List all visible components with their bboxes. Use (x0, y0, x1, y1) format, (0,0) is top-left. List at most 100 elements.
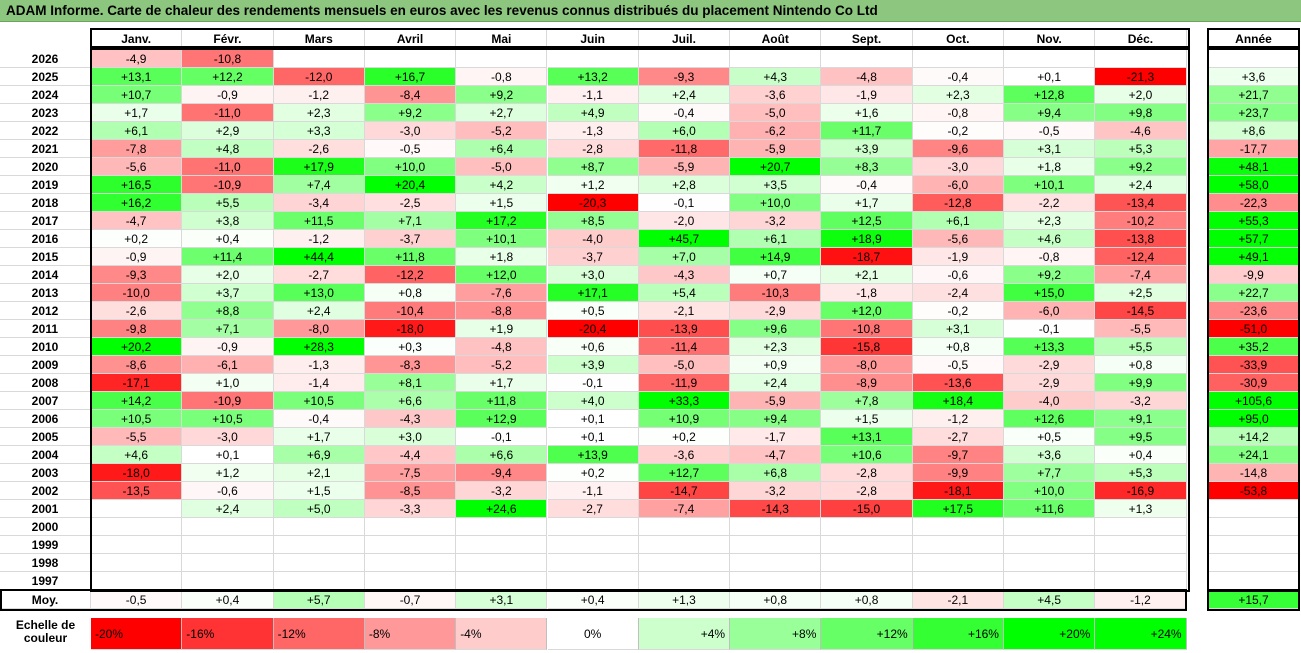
heatmap-cell: -2,2 (1004, 194, 1096, 212)
average-cell: +3,1 (456, 591, 548, 609)
heatmap-cell: +6,9 (273, 446, 365, 464)
heatmap-cell: -10,9 (182, 392, 274, 410)
heatmap-cell (1004, 536, 1096, 554)
average-cell: -2,1 (912, 591, 1004, 609)
heatmap-cell: -5,5 (91, 428, 183, 446)
heatmap-cell (821, 554, 913, 572)
heatmap-cell: -16,9 (1095, 482, 1187, 500)
year-label: 2022 (0, 122, 91, 140)
year-label: 1997 (0, 572, 91, 590)
heatmap-cell: +1,7 (821, 194, 913, 212)
heatmap-cell: +10,7 (91, 86, 183, 104)
heatmap-cell: -15,8 (821, 338, 913, 356)
heatmap-cell (638, 50, 731, 68)
year-label: 2011 (0, 320, 91, 338)
heatmap-cell: -9,7 (912, 446, 1004, 464)
heatmap-cell: +13,9 (547, 446, 639, 464)
heatmap-cell: +1,0 (182, 374, 274, 392)
heatmap-cell: +44,4 (273, 248, 365, 266)
heatmap-cell: +10,0 (364, 158, 457, 176)
heatmap-cell: -11,8 (638, 140, 731, 158)
heatmap-cell: +9,2 (1004, 266, 1096, 284)
year-label: 2005 (0, 428, 91, 446)
heatmap-cell: +2,4 (638, 86, 731, 104)
heatmap-cell: -2,7 (273, 266, 365, 284)
heatmap-cell (638, 572, 731, 590)
heatmap-cell: -2,8 (821, 464, 913, 482)
heatmap-cell: +0,3 (364, 338, 457, 356)
heatmap-cell (1004, 554, 1096, 572)
year-label: 1998 (0, 554, 91, 572)
heatmap-cell: -0,1 (1004, 320, 1096, 338)
heatmap-cell: -0,4 (273, 410, 365, 428)
heatmap-cell: +0,8 (364, 284, 457, 302)
heatmap-cell (91, 518, 183, 536)
annual-cell (1208, 500, 1300, 518)
heatmap-cell: +9,2 (456, 86, 548, 104)
year-label: 2004 (0, 446, 91, 464)
annual-cell: +35,2 (1208, 338, 1300, 356)
heatmap-cell: +8,8 (182, 302, 274, 320)
heatmap-cell: -3,2 (1095, 392, 1187, 410)
heatmap-cell: +2,3 (1004, 212, 1096, 230)
heatmap-cell: -1,8 (821, 284, 913, 302)
heatmap-cell: +6,6 (456, 446, 548, 464)
heatmap-cell: -5,6 (91, 158, 183, 176)
heatmap-cell: +3,1 (912, 320, 1004, 338)
heatmap-cell (91, 572, 183, 590)
heatmap-cell (182, 518, 274, 536)
heatmap-cell: +9,2 (364, 104, 457, 122)
heatmap-cell: +3,0 (364, 428, 457, 446)
heatmap-cell: +11,8 (456, 392, 548, 410)
heatmap-cell: +0,9 (730, 356, 822, 374)
annual-cell: -33,9 (1208, 356, 1300, 374)
heatmap-cell (912, 50, 1004, 68)
heatmap-cell: +2,0 (1095, 86, 1187, 104)
heatmap-cell (364, 572, 457, 590)
heatmap-cell (821, 536, 913, 554)
heatmap-cell: +11,4 (182, 248, 274, 266)
annual-cell: -30,9 (1208, 374, 1300, 392)
heatmap-cell (364, 536, 457, 554)
heatmap-cell: +0,5 (1004, 428, 1096, 446)
heatmap-cell (456, 518, 548, 536)
average-cell: +0,4 (547, 591, 639, 609)
heatmap-cell: -8,4 (364, 86, 457, 104)
heatmap-cell: -0,8 (912, 104, 1004, 122)
heatmap-cell (273, 554, 365, 572)
annual-cell: -17,7 (1208, 140, 1300, 158)
heatmap-cell: -14,5 (1095, 302, 1187, 320)
heatmap-cell: +14,2 (91, 392, 183, 410)
year-label: 2009 (0, 356, 91, 374)
heatmap-cell: +16,5 (91, 176, 183, 194)
heatmap-cell: +5,4 (638, 284, 731, 302)
year-label: 2008 (0, 374, 91, 392)
month-header: Mars (273, 30, 365, 48)
heatmap-cell: +9,9 (1095, 374, 1187, 392)
heatmap-cell (456, 50, 548, 68)
annual-cell: -23,6 (1208, 302, 1300, 320)
annual-cell: +57,7 (1208, 230, 1300, 248)
heatmap-cell: -2,6 (91, 302, 183, 320)
heatmap-cell: -13,4 (1095, 194, 1187, 212)
page-title: ADAM Informe. Carte de chaleur des rende… (0, 0, 1301, 22)
heatmap-cell: +20,4 (364, 176, 457, 194)
annual-cell (1208, 572, 1300, 590)
heatmap-cell: +11,7 (821, 122, 913, 140)
heatmap-cell: -3,4 (273, 194, 365, 212)
heatmap-cell (1004, 572, 1096, 590)
heatmap-cell: -14,7 (638, 482, 731, 500)
heatmap-cell: -7,6 (456, 284, 548, 302)
heatmap-cell: +4,6 (1004, 230, 1096, 248)
heatmap-cell: -1,9 (912, 248, 1004, 266)
annual-cell: +8,6 (1208, 122, 1300, 140)
heatmap-cell (1095, 518, 1187, 536)
heatmap-cell: -3,6 (730, 86, 822, 104)
year-label: 2015 (0, 248, 91, 266)
heatmap-cell: +9,8 (1095, 104, 1187, 122)
heatmap-cell: +12,6 (1004, 410, 1096, 428)
heatmap-cell: +1,8 (456, 248, 548, 266)
heatmap-cell: +9,4 (1004, 104, 1096, 122)
heatmap-cell: -2,5 (364, 194, 457, 212)
heatmap-cell: -5,9 (638, 158, 731, 176)
